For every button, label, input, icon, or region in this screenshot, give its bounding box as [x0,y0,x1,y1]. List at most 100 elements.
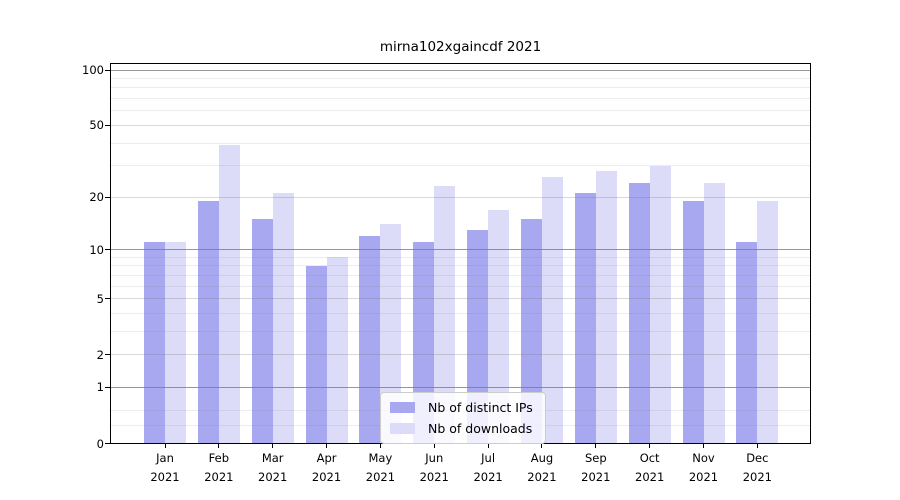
y-gridline-90 [110,78,811,80]
bar-downloads-nov [703,183,725,444]
x-tick-month: Nov [692,450,715,465]
y-gridline-2 [110,354,811,356]
x-tick-mark-jan [164,444,166,448]
y-gridline-8 [110,265,811,267]
legend-item-distinct-ips: Nb of distinct IPs [390,400,533,415]
bar-downloads-jul [488,209,510,444]
x-tick-month: Dec [746,450,769,465]
x-tick-year: 2021 [204,469,234,484]
x-tick-month: Sep [584,450,607,465]
legend-label-distinct-ips: Nb of distinct IPs [428,400,533,415]
x-tick-mark-oct [649,444,651,448]
x-tick-month: Jul [481,450,496,465]
bar-downloads-may [380,224,402,444]
y-tick-mark-50 [105,124,110,126]
y-tick-label-5: 5 [96,291,104,306]
bar-distinct-ips-feb [197,201,219,444]
legend: Nb of distinct IPs Nb of downloads [380,392,546,444]
bar-distinct-ips-jul [467,230,489,444]
plot-frame [110,62,811,444]
bar-downloads-jan [165,242,186,444]
x-tick-month: Oct [639,450,660,465]
x-tick-year: 2021 [635,469,665,484]
y-tick-mark-20 [105,196,110,198]
bar-downloads-dec [757,201,779,444]
y-gridline-7 [110,274,811,276]
x-tick-month: Mar [261,450,284,465]
x-tick-year: 2021 [150,469,180,484]
bar-distinct-ips-sep [574,193,596,444]
y-tick-mark-100 [105,69,110,71]
y-tick-label-10: 10 [89,242,104,257]
legend-swatch-distinct-ips [390,402,415,413]
y-gridline-40 [110,142,811,144]
y-gridline-60 [110,110,811,112]
x-tick-label-mar: Mar 2021 [243,449,303,487]
x-tick-year: 2021 [473,469,503,484]
x-tick-label-apr: Apr 2021 [297,449,357,487]
y-gridline-80 [110,87,811,89]
x-tick-mark-dec [756,444,758,448]
x-tick-year: 2021 [365,469,396,484]
y-gridline-50 [110,124,811,126]
x-tick-mark-jun [433,444,435,448]
x-tick-label-jul: Jul 2021 [458,449,518,487]
y-gridline-9 [110,256,811,258]
x-tick-year: 2021 [258,469,288,484]
x-tick-year: 2021 [527,469,557,484]
y-tick-label-100: 100 [82,63,104,78]
bar-downloads-oct [649,165,671,444]
x-tick-mark-mar [272,444,274,448]
y-gridline-3 [110,330,811,332]
bar-distinct-ips-dec [736,242,758,444]
x-tick-label-sep: Sep 2021 [566,449,626,487]
bar-downloads-apr [326,257,348,444]
x-tick-month: Apr [316,450,337,465]
x-tick-label-jan: Jan 2021 [135,449,195,487]
y-gridline-5 [110,298,811,300]
y-gridline-100 [110,69,811,71]
y-tick-label-2: 2 [96,347,104,362]
y-gridline-4 [110,312,811,314]
bar-distinct-ips-nov [682,201,704,444]
chart-title: mirna102xgaincdf 2021 [379,39,542,55]
x-tick-month: Aug [530,450,554,465]
y-tick-mark-10 [105,249,110,250]
x-tick-mark-jul [487,444,489,448]
x-tick-label-dec: Dec 2021 [727,449,787,487]
x-tick-label-oct: Oct 2021 [620,449,680,487]
y-gridline-10 [110,249,811,250]
bar-distinct-ips-may [359,235,381,444]
bar-downloads-aug [541,176,563,444]
y-tick-label-0: 0 [96,436,104,451]
x-tick-label-feb: Feb 2021 [189,449,249,487]
y-gridline-70 [110,98,811,100]
x-tick-year: 2021 [311,469,342,484]
x-tick-mark-sep [595,444,597,448]
bar-downloads-mar [272,193,294,444]
bar-distinct-ips-apr [305,265,327,444]
x-tick-label-aug: Aug 2021 [512,449,572,487]
y-tick-mark-5 [105,298,110,300]
y-tick-mark-2 [105,354,110,356]
y-tick-mark-1 [105,386,110,388]
x-tick-mark-aug [541,444,543,448]
y-gridline-30 [110,165,811,167]
x-tick-mark-apr [326,444,328,448]
x-tick-year: 2021 [581,469,611,484]
bar-downloads-sep [595,171,617,444]
x-tick-label-nov: Nov 2021 [674,449,734,487]
x-tick-mark-may [379,444,381,448]
y-tick-label-50: 50 [89,118,104,133]
x-tick-month: May [368,450,393,465]
y-tick-label-20: 20 [89,190,104,205]
x-tick-month: Jun [425,450,444,465]
x-tick-month: Feb [208,450,230,465]
x-tick-label-may: May 2021 [350,449,410,487]
bar-distinct-ips-oct [628,183,650,444]
x-tick-year: 2021 [419,469,449,484]
legend-label-downloads: Nb of downloads [428,421,533,436]
bar-distinct-ips-jan [144,242,165,444]
y-gridline-1 [110,386,811,388]
